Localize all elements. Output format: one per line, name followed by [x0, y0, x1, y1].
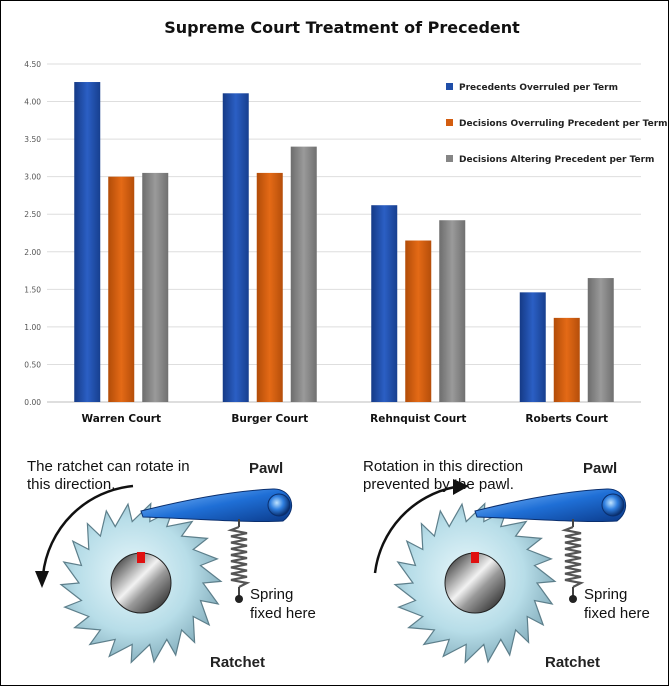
spring-anchor-icon [235, 595, 243, 603]
ratchet-diagram-right: Rotation in this direction prevented by … [363, 458, 650, 671]
category-label: Burger Court [231, 413, 308, 425]
y-tick-label: 0.00 [24, 398, 41, 407]
rotation-arrow-icon [41, 484, 134, 576]
bar [108, 176, 135, 402]
right-spring-label-line1: Spring [584, 586, 627, 603]
left-spring-label-line1: Spring [250, 586, 293, 603]
chart-title: Supreme Court Treatment of Precedent [164, 18, 520, 37]
bar [587, 278, 614, 402]
legend-label: Decisions Altering Precedent per Term [459, 155, 654, 165]
right-ratchet-label: Ratchet [545, 654, 600, 671]
arrowhead-icon [35, 571, 49, 588]
chart-legend: Precedents Overruled per Term Decisions O… [446, 83, 668, 165]
bar [290, 146, 317, 402]
arrowhead-icon [453, 479, 469, 495]
ratchet-diagram-left: The ratchet can rotate in this direction… [27, 458, 316, 671]
y-axis-ticks: 0.00 0.50 1.00 1.50 2.00 2.50 3.00 3.50 4.00 4.50 [24, 60, 41, 407]
bar [371, 205, 398, 402]
bar [142, 172, 169, 402]
bar [519, 292, 546, 402]
left-caption-line2: this direction. [27, 476, 115, 493]
category-label: Roberts Court [525, 413, 608, 425]
hub-marker-icon [471, 552, 479, 563]
left-ratchet-label: Ratchet [210, 654, 265, 671]
spring-icon [561, 525, 585, 588]
hub-marker-icon [137, 552, 145, 563]
y-tick-label: 4.50 [24, 60, 41, 69]
pawl-icon [474, 488, 627, 523]
bar [405, 240, 432, 402]
bar [553, 317, 580, 402]
bar [439, 220, 466, 402]
right-spring-label-line2: fixed here [584, 605, 650, 622]
y-tick-label: 3.00 [24, 173, 41, 182]
bar [256, 172, 283, 402]
pawl-pivot-icon [267, 493, 291, 517]
spring-anchor-icon [569, 595, 577, 603]
right-pawl-label: Pawl [583, 460, 617, 477]
legend-label: Decisions Overruling Precedent per Term [459, 119, 668, 129]
legend-swatch [446, 83, 453, 90]
y-tick-label: 2.00 [24, 248, 41, 257]
y-tick-label: 2.50 [24, 210, 41, 219]
y-tick-label: 1.50 [24, 285, 41, 294]
y-tick-label: 1.00 [24, 323, 41, 332]
right-caption-line2: prevented by the pawl. [363, 476, 514, 493]
legend-label: Precedents Overruled per Term [459, 83, 618, 93]
category-label: Warren Court [82, 413, 162, 425]
left-pawl-label: Pawl [249, 460, 283, 477]
y-tick-label: 0.50 [24, 360, 41, 369]
spring-icon [227, 525, 251, 588]
legend-swatch [446, 119, 453, 126]
left-spring-label-line2: fixed here [250, 605, 316, 622]
bar [222, 93, 249, 402]
y-tick-label: 3.50 [24, 135, 41, 144]
legend-swatch [446, 155, 453, 162]
chart-bars [74, 82, 614, 402]
right-caption-line1: Rotation in this direction [363, 458, 523, 475]
rotation-arrow-icon [373, 485, 456, 574]
pawl-icon [140, 488, 293, 523]
chart-gridlines [47, 63, 641, 403]
y-tick-label: 4.00 [24, 98, 41, 107]
x-axis-labels: Warren Court Burger Court Rehnquist Court R… [82, 413, 609, 425]
category-label: Rehnquist Court [370, 413, 466, 425]
pawl-pivot-icon [601, 493, 625, 517]
left-caption-line1: The ratchet can rotate in [27, 458, 190, 475]
bar [74, 82, 101, 402]
